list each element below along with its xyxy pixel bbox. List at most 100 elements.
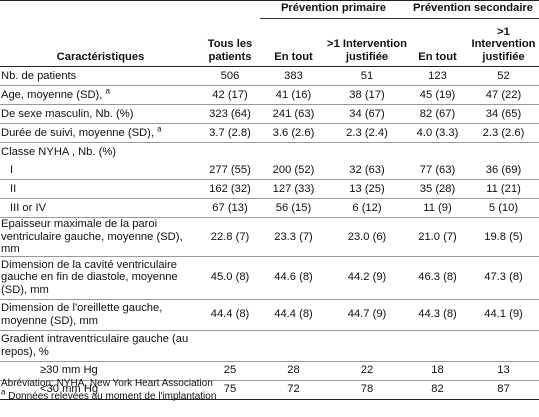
cell-value: 67 (13) (212, 201, 248, 214)
cell-value: 41 (16) (275, 88, 312, 101)
row-label: De sexe masculin, Nb. (%) (1, 107, 134, 120)
col-justified-secondary: >1 Intervention justifiée (471, 25, 536, 63)
cell-value: 44.4 (8) (274, 308, 313, 321)
row-label: Epaisseur maximale de la paroi ventricul… (1, 218, 183, 255)
table-row: III or IV 67 (13) 56 (15) 6 (12) 11 (9) … (0, 198, 539, 218)
cell-value: 45 (19) (419, 88, 456, 101)
cell-value: 23.3 (7) (274, 230, 313, 243)
table-row: I 277 (55) 200 (52) 32 (63) 77 (63) 36 (… (0, 161, 539, 180)
cell-value: 82 (431, 383, 444, 396)
cell-value (407, 330, 468, 361)
cell-value: 383 (284, 69, 303, 82)
cell-value: 42 (17) (212, 88, 248, 101)
col-characteristics: Caractéristiques (56, 50, 145, 63)
cell-value: 4.0 (3.3) (416, 126, 459, 139)
cell-value: 162 (32) (209, 182, 251, 195)
cell-value: 11 (9) (423, 201, 452, 214)
cell-value: 13 (25) (349, 182, 385, 195)
row-label: ≥30 mm Hg (40, 364, 98, 377)
cell-value: 18 (431, 364, 444, 377)
row-label-container: Durée de suivi, moyenne (SD), a (0, 124, 200, 143)
row-label: II (10, 182, 17, 195)
row-label-container: Age, moyenne (SD), a (0, 86, 200, 105)
table-row: II 162 (32) 127 (33) 13 (25) 35 (28) 11 … (0, 179, 539, 199)
cell-value: 6 (12) (352, 201, 382, 214)
cell-value: 3.7 (2.8) (209, 126, 251, 139)
cell-value: 3.6 (2.6) (272, 126, 315, 139)
footnote-marker: a (1, 387, 6, 397)
cell-value: 13 (497, 364, 510, 377)
cell-value: 44.2 (9) (347, 271, 387, 284)
table-row: Dimension de la cavité ventriculaire gau… (0, 256, 539, 299)
cell-value: 77 (63) (419, 163, 456, 176)
table-row: Nb. de patients 506 383 51 123 52 (0, 67, 539, 86)
row-label: Classe NYHA , Nb. (%) (1, 145, 117, 158)
cell-value: 2.3 (2.6) (482, 126, 525, 139)
table-row: Durée de suivi, moyenne (SD), a 3.7 (2.8… (0, 123, 539, 143)
cell-value: 38 (17) (349, 88, 385, 101)
row-label: <30 mm Hg (40, 383, 99, 396)
cell-value: 51 (360, 69, 374, 82)
cell-value: 56 (15) (275, 201, 312, 214)
cell-value: 72 (287, 383, 300, 396)
cell-value: 36 (69) (485, 163, 522, 176)
cell-value: 22.8 (7) (210, 230, 250, 243)
row-label: Age, moyenne (SD), (1, 88, 103, 101)
table-row: Classe NYHA , Nb. (%) (0, 142, 539, 162)
cell-value (200, 330, 260, 361)
cell-value: 47.3 (8) (484, 271, 523, 284)
footnote-a: a Données relevées au moment de l'implan… (1, 387, 217, 403)
cell-value: 323 (64) (209, 107, 251, 120)
cell-value: 35 (28) (419, 182, 456, 195)
cell-value (468, 143, 539, 162)
footnote-marker: a (157, 124, 162, 134)
table-row: De sexe masculin, Nb. (%) 323 (64) 241 (… (0, 104, 539, 124)
cell-value: 2.3 (2.4) (346, 126, 388, 139)
column-header-row: Caractéristiques Tous les patients En to… (0, 19, 539, 67)
col-justified-primary: >1 Intervention justifiée (327, 38, 407, 63)
cell-value: 123 (428, 69, 447, 82)
cell-value: 5 (10) (488, 201, 519, 214)
cell-value: 28 (287, 364, 300, 377)
group-header-empty (0, 1, 200, 19)
col-total-secondary: En tout (418, 50, 457, 63)
cell-value: 44.7 (9) (347, 308, 387, 321)
row-label: Nb. de patients (1, 69, 77, 82)
table-row: ≥30 mm Hg 25 28 22 18 13 (0, 361, 539, 380)
cell-value: 46.3 (8) (418, 271, 457, 284)
cell-value: 34 (65) (485, 107, 522, 120)
col-all-patients: Tous les patients (207, 38, 253, 63)
cell-value: 44.4 (8) (210, 308, 250, 321)
characteristics-table: Prévention primaire Prévention secondair… (0, 0, 539, 399)
table-row: Dimension de l'oreillette gauche, moyenn… (0, 299, 539, 330)
cell-value: 200 (52) (272, 163, 315, 176)
cell-value: 34 (67) (349, 107, 385, 120)
footnote-text: Données relevées au moment de l'implanta… (8, 391, 217, 402)
cell-value (407, 143, 468, 162)
cell-value: 45.0 (8) (210, 271, 250, 284)
cell-value: 44.3 (8) (418, 308, 457, 321)
cell-value: 82 (67) (419, 107, 456, 120)
cell-value: 277 (55) (209, 163, 251, 176)
group-header-secondary: Prévention secondaire (407, 0, 539, 19)
cell-value: 78 (360, 383, 374, 396)
table-row: <30 mm Hg 75 72 78 82 87 (0, 380, 539, 399)
cell-value: 11 (21) (486, 182, 521, 195)
cell-value: 22 (360, 364, 374, 377)
cell-value (327, 143, 407, 162)
cell-value (200, 143, 260, 162)
cell-value: 241 (63) (272, 107, 315, 120)
cell-value: 75 (223, 383, 237, 396)
cell-value (260, 330, 327, 361)
cell-value (327, 330, 407, 361)
row-label: Dimension de l'oreillette gauche, moyenn… (1, 302, 163, 327)
footnote-abbreviation: Abréviation: NYHA, New York Heart Associ… (1, 378, 213, 389)
footnote-marker: a (105, 86, 110, 96)
cell-value: 25 (223, 364, 237, 377)
group-header-row: Prévention primaire Prévention secondair… (0, 0, 539, 19)
row-label: I (10, 163, 14, 176)
table-row: Gradient intraventriculaire gauche (au r… (0, 330, 539, 361)
cell-value: 44.1 (9) (484, 308, 523, 321)
row-label: III or IV (10, 201, 47, 214)
